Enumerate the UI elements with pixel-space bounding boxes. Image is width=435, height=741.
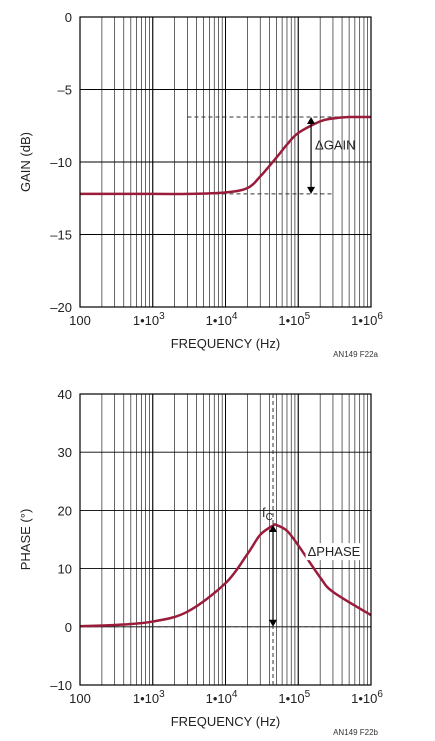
phase-x-tick-exponent: 3 (159, 689, 165, 700)
gain-grid (79, 16, 372, 308)
gain-x-axis-label: FREQUENCY (Hz) (171, 336, 281, 351)
gain-y-tick-label: –10 (50, 155, 72, 170)
phase-x-tick-label: 1•106 (351, 689, 383, 706)
phase-fc-label: fC (262, 505, 273, 523)
phase-x-axis-label: FREQUENCY (Hz) (171, 714, 281, 729)
phase-x-tick-exponent: 6 (377, 689, 383, 700)
gain-x-tick-exponent: 6 (377, 311, 383, 322)
phase-delta-label-bg (305, 543, 363, 561)
gain-x-tick-label: 1•105 (278, 311, 310, 328)
phase-annotations: fC ΔPHASE (262, 394, 363, 685)
phase-grid (79, 393, 372, 686)
phase-figure-label: AN149 F22b (333, 728, 378, 737)
gain-x-tick-label: 100 (69, 313, 91, 328)
phase-x-tick-exponent: 4 (232, 689, 238, 700)
gain-x-tick-label: 1•104 (206, 311, 238, 328)
gain-y-ticks: 0 –5 –10 –15 –20 (50, 10, 72, 315)
gain-annotations: ΔGAIN (307, 117, 356, 194)
phase-y-tick-label: 20 (58, 503, 72, 518)
gain-arrow-head (307, 117, 316, 125)
phase-fc-subscript: C (266, 512, 273, 523)
phase-y-tick-label: 40 (58, 387, 72, 402)
gain-figure-label: AN149 F22a (333, 350, 378, 359)
gain-series-line (79, 115, 372, 196)
gain-y-tick-label: 0 (65, 10, 72, 25)
gain-x-tick-label: 1•106 (351, 311, 383, 328)
phase-delta-label: ΔPHASE (308, 544, 361, 559)
phase-plot-frame (79, 393, 372, 686)
gain-arrow-head (307, 186, 316, 194)
phase-arrow-head (269, 619, 278, 627)
gain-y-tick-label: –20 (50, 300, 72, 315)
phase-arrow-head (269, 524, 278, 532)
phase-x-tick-label: 1•103 (133, 689, 165, 706)
phase-x-ticks: 100 1•103 1•104 1•105 1•106 (69, 689, 383, 706)
gain-x-tick-exponent: 3 (159, 311, 165, 322)
phase-series-line (79, 523, 372, 628)
gain-y-axis-label: GAIN (dB) (18, 132, 33, 192)
gain-x-ticks: 100 1•103 1•104 1•105 1•106 (69, 311, 383, 328)
phase-y-axis-label: PHASE (°) (18, 509, 33, 571)
phase-x-tick-label: 100 (69, 691, 91, 706)
phase-y-tick-label: –10 (50, 678, 72, 693)
phase-y-ticks: 40 30 20 10 0 –10 (50, 387, 72, 693)
gain-x-tick-exponent: 4 (232, 311, 238, 322)
phase-y-tick-label: 10 (58, 562, 72, 577)
gain-plot-frame (79, 16, 372, 308)
gain-y-tick-label: –15 (50, 228, 72, 243)
phase-y-tick-label: 30 (58, 445, 72, 460)
gain-y-tick-label: –5 (58, 83, 72, 98)
phase-y-tick-label: 0 (65, 620, 72, 635)
phase-x-tick-label: 1•104 (206, 689, 238, 706)
phase-x-tick-exponent: 5 (305, 689, 311, 700)
phase-x-tick-label: 1•105 (278, 689, 310, 706)
gain-chart: 0 –5 –10 –15 –20 100 1•103 1•104 1•105 1•106 FRE… (18, 10, 383, 359)
gain-x-tick-label: 1•103 (133, 311, 165, 328)
gain-x-tick-exponent: 5 (305, 311, 311, 322)
gain-delta-label: ΔGAIN (315, 137, 355, 152)
